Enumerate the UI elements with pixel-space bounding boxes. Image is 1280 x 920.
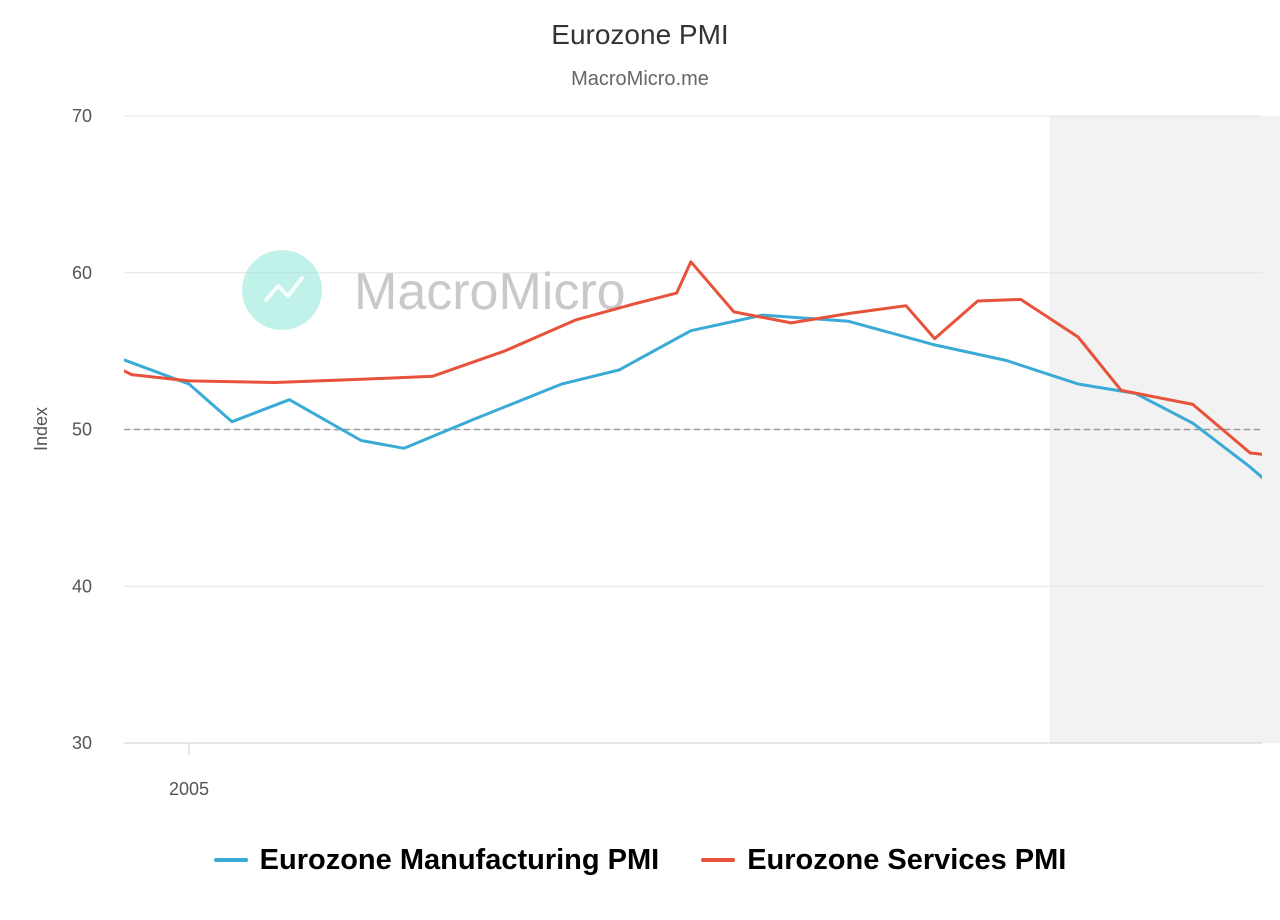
- y-axis-title: Index: [31, 407, 51, 451]
- chart-subtitle: MacroMicro.me: [571, 68, 709, 90]
- y-tick-label-60: 60: [72, 263, 92, 283]
- legend-item-manufacturing[interactable]: Eurozone Manufacturing PMI: [213, 843, 660, 877]
- watermark-text: MacroMicro: [354, 263, 626, 321]
- legend-label-services: Eurozone Services PMI: [747, 843, 1067, 876]
- series-line-1: [124, 260, 1262, 456]
- watermark: MacroMicro: [242, 250, 626, 330]
- x-tick-label-2005: 2005: [169, 779, 209, 799]
- y-tick-labels: 30 40 50 60 70: [72, 106, 92, 753]
- chart-title: Eurozone PMI: [551, 19, 728, 50]
- y-tick-label-30: 30: [72, 733, 92, 753]
- y-tick-label-70: 70: [72, 106, 92, 126]
- series-lines: [124, 260, 1262, 480]
- x-tick-labels: 2005201020152020: [169, 779, 209, 799]
- legend-swatch-services: [701, 858, 736, 862]
- y-tick-label-50: 50: [72, 420, 92, 440]
- legend: Eurozone Manufacturing PMI Eurozone Serv…: [0, 838, 1280, 882]
- legend-item-services[interactable]: Eurozone Services PMI: [701, 844, 1066, 877]
- series-line-0: [124, 313, 1262, 480]
- legend-swatch-manufacturing: [213, 858, 248, 862]
- legend-label-manufacturing: Eurozone Manufacturing PMI: [259, 843, 660, 876]
- y-tick-label-40: 40: [72, 576, 92, 596]
